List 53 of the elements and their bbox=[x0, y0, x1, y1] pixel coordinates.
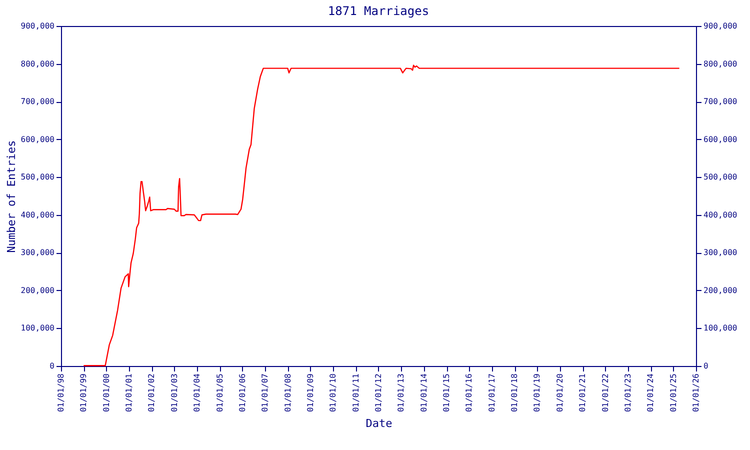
x-tick-label: 01/01/26 bbox=[692, 373, 700, 412]
y-tick-label: 100,000 bbox=[20, 324, 55, 333]
y2-tick-label: 800,000 bbox=[704, 59, 738, 68]
y-axis-title: Number of Entries bbox=[4, 140, 18, 253]
chart-title: 1871 Marriages bbox=[328, 4, 430, 18]
x-tick-label: 01/01/04 bbox=[192, 373, 202, 412]
x-tick-label: 01/01/22 bbox=[600, 373, 610, 412]
x-tick-label: 01/01/06 bbox=[238, 373, 247, 412]
y-tick-label: 500,000 bbox=[20, 172, 55, 182]
x-tick-label: 01/01/12 bbox=[374, 373, 383, 412]
y-tick-label: 900,000 bbox=[20, 22, 55, 30]
y-tick-label: 0 bbox=[50, 362, 55, 370]
y2-tick-label: 100,000 bbox=[704, 324, 738, 333]
x-tick-label: 01/01/05 bbox=[215, 373, 224, 412]
x-tick-label: 01/01/09 bbox=[306, 373, 315, 412]
y2-tick-label: 200,000 bbox=[704, 286, 738, 295]
x-tick-label: 01/01/25 bbox=[668, 373, 678, 412]
x-tick-label: 01/01/14 bbox=[419, 373, 428, 412]
x-tick-label: 01/01/01 bbox=[124, 373, 134, 412]
x-tick-label: 01/01/11 bbox=[351, 373, 360, 412]
x-tick-label: 01/01/99 bbox=[79, 373, 88, 412]
x-tick-label: 01/01/24 bbox=[646, 373, 656, 412]
y2-tick-label: 600,000 bbox=[704, 134, 738, 144]
x-tick-label: 01/01/98 bbox=[56, 373, 66, 412]
x-tick-label: 01/01/03 bbox=[170, 373, 179, 412]
y2-tick-label: 400,000 bbox=[704, 210, 738, 220]
x-tick-label: 01/01/00 bbox=[102, 373, 111, 412]
x-tick-label: 01/01/19 bbox=[532, 373, 542, 412]
x-tick-label: 01/01/16 bbox=[464, 373, 474, 412]
y2-tick-label: 900,000 bbox=[704, 22, 738, 30]
x-tick-label: 01/01/23 bbox=[623, 373, 632, 412]
y2-tick-label: 0 bbox=[704, 362, 708, 370]
x-tick-label: 01/01/08 bbox=[283, 373, 292, 412]
line-series bbox=[83, 64, 680, 366]
y2-tick-label: 700,000 bbox=[704, 97, 738, 106]
y-tick-label: 300,000 bbox=[20, 248, 55, 258]
y-tick-label: 700,000 bbox=[20, 97, 55, 106]
x-tick-label: 01/01/18 bbox=[510, 373, 520, 412]
y-tick-label: 400,000 bbox=[20, 210, 55, 220]
y-tick-label: 200,000 bbox=[20, 286, 55, 295]
y-tick-label: 600,000 bbox=[20, 134, 55, 144]
y-tick-label: 800,000 bbox=[20, 59, 55, 68]
x-tick-label: 01/01/17 bbox=[487, 373, 496, 412]
x-tick-label: 01/01/20 bbox=[555, 373, 564, 412]
x-tick-label: 01/01/21 bbox=[578, 373, 588, 412]
y2-tick-label: 300,000 bbox=[704, 248, 738, 258]
x-tick-label: 01/01/02 bbox=[147, 373, 156, 412]
x-tick-label: 01/01/07 bbox=[260, 373, 270, 412]
x-axis-title: Date bbox=[366, 417, 392, 430]
x-tick-label: 01/01/13 bbox=[396, 373, 406, 412]
y2-tick-label: 500,000 bbox=[704, 172, 738, 182]
x-tick-label: 01/01/15 bbox=[442, 373, 452, 412]
x-tick-label: 01/01/10 bbox=[328, 373, 338, 412]
